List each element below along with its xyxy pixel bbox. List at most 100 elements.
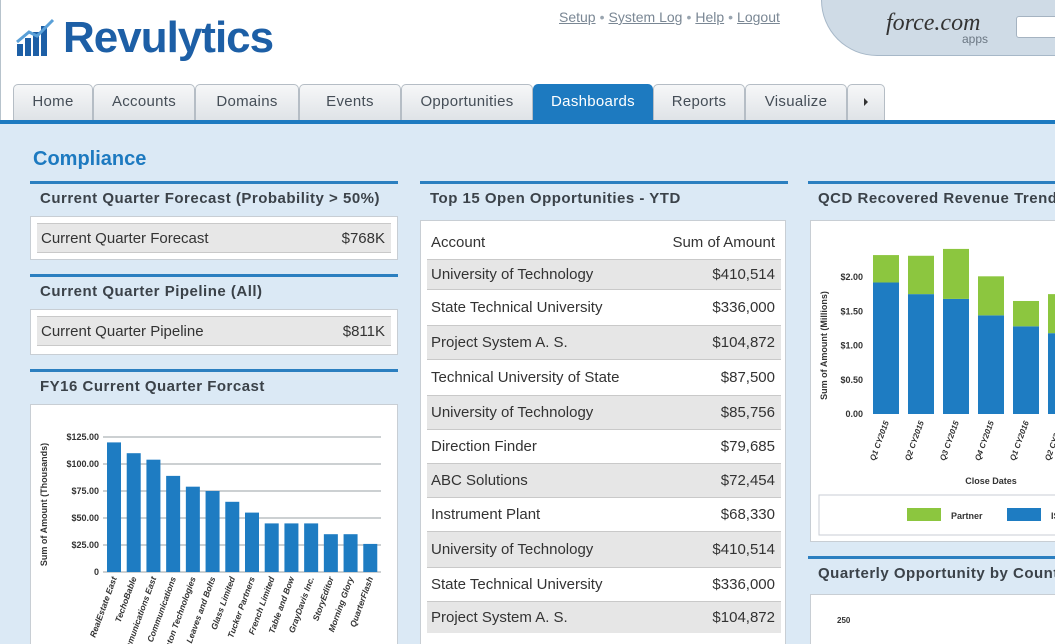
- bar-segment[interactable]: [873, 282, 899, 414]
- bar[interactable]: [126, 453, 141, 572]
- x-tick-label: Q4 CY2015: [973, 419, 996, 462]
- bar[interactable]: [205, 491, 220, 572]
- logo-bars-icon: [16, 18, 55, 56]
- tab-home[interactable]: Home: [13, 84, 93, 120]
- table-row[interactable]: State Technical University $336,000: [427, 567, 781, 601]
- dashboard-body: Compliance Current Quarter Forecast (Pro…: [0, 124, 1055, 644]
- revulytics-logo[interactable]: Revulytics: [15, 12, 274, 64]
- account-cell[interactable]: Technical University of State: [431, 369, 620, 386]
- app-picker-box[interactable]: [1016, 16, 1055, 38]
- bar[interactable]: [107, 442, 121, 572]
- setup-link[interactable]: Setup: [559, 9, 596, 25]
- table-row[interactable]: Direction Finder $79,685: [427, 429, 781, 463]
- tab-bar: Home Accounts Domains Events Opportuniti…: [0, 84, 1055, 124]
- account-cell[interactable]: Instrument Plant: [431, 506, 541, 523]
- tab-opportunities[interactable]: Opportunities: [401, 84, 533, 120]
- link-separator: •: [728, 9, 734, 25]
- bar[interactable]: [185, 486, 200, 572]
- y-axis-label: Sum of Amount (Thousands): [39, 443, 49, 566]
- account-cell[interactable]: Project System A. S.: [431, 334, 568, 351]
- logout-link[interactable]: Logout: [737, 9, 780, 25]
- table-row[interactable]: State Technical University $336,000: [427, 289, 781, 325]
- legend-swatch: [1007, 508, 1041, 521]
- account-cell[interactable]: Direction Finder: [431, 438, 537, 455]
- account-cell[interactable]: ABC Solutions: [431, 472, 528, 489]
- table-row[interactable]: Instrument Plant $68,330: [427, 497, 781, 531]
- legend-label: Partner: [951, 511, 983, 521]
- bar[interactable]: [264, 523, 279, 572]
- table-row[interactable]: ABC Solutions $72,454: [427, 463, 781, 497]
- bar[interactable]: [343, 534, 358, 572]
- y-tick-label: 0: [94, 567, 99, 577]
- quarterly-chart-panel[interactable]: 250: [810, 594, 1055, 644]
- account-cell[interactable]: Project System A. S.: [431, 609, 568, 626]
- table-row[interactable]: Project System A. S. $104,872: [427, 601, 781, 633]
- tab-domains[interactable]: Domains: [195, 84, 299, 120]
- y-tick-label: $25.00: [71, 540, 99, 550]
- bar[interactable]: [323, 534, 338, 572]
- top15-title: Top 15 Open Opportunities - YTD: [420, 181, 788, 213]
- bar[interactable]: [166, 475, 181, 572]
- bar-segment[interactable]: [1013, 300, 1039, 327]
- tab-visualize[interactable]: Visualize: [745, 84, 847, 120]
- y-axis-label: Sum of Amount (Millions): [819, 291, 829, 400]
- bar-segment[interactable]: [1048, 333, 1055, 414]
- bar[interactable]: [304, 523, 319, 572]
- quarterly-title: Quarterly Opportunity by Country: [808, 556, 1055, 588]
- qcd-chart-panel[interactable]: $2.00 $1.50 $1.00 $0.50 0.00 Sum of Amount (M…: [810, 220, 1055, 542]
- account-cell[interactable]: University of Technology: [431, 404, 594, 421]
- account-cell[interactable]: University of Technology: [431, 541, 594, 558]
- y-tick-label: $50.00: [71, 513, 99, 523]
- account-cell[interactable]: State Technical University: [431, 576, 603, 593]
- table-row[interactable]: Technical University of State $87,500: [427, 359, 781, 395]
- pipeline-metric[interactable]: Current Quarter Pipeline $811K: [37, 316, 391, 346]
- bar-segment[interactable]: [978, 276, 1004, 316]
- forecast-label: Current Quarter Forecast: [41, 230, 209, 247]
- column-header-amount: Sum of Amount: [672, 234, 775, 251]
- qcd-stacked-chart[interactable]: $2.00 $1.50 $1.00 $0.50 0.00 Sum of Amount (M…: [811, 221, 1055, 541]
- forecast-metric[interactable]: Current Quarter Forecast $768K: [37, 223, 391, 253]
- table-row[interactable]: University of Technology $410,514: [427, 531, 781, 567]
- tab-events[interactable]: Events: [299, 84, 401, 120]
- bar-segment[interactable]: [873, 255, 899, 283]
- bar-segment[interactable]: [1013, 326, 1039, 414]
- forecast-value: $768K: [341, 230, 385, 247]
- more-tabs-button[interactable]: [847, 84, 885, 120]
- bar[interactable]: [284, 523, 299, 572]
- amount-cell: $87,500: [720, 369, 775, 386]
- fy16-bar-chart[interactable]: $125.00 $100.00 $75.00 $50.00 $25.00 0 Sum of …: [31, 405, 397, 644]
- table-row[interactable]: University of Technology $410,514: [427, 259, 781, 289]
- bar[interactable]: [245, 512, 259, 572]
- bar[interactable]: [363, 543, 378, 572]
- y-tick-label: $1.50: [840, 306, 863, 316]
- page-title: Compliance: [33, 148, 147, 170]
- x-tick-label: Q2 CY2015: [903, 419, 926, 462]
- table-row[interactable]: University of Technology $85,756: [427, 395, 781, 429]
- y-tick-label: $100.00: [66, 459, 99, 469]
- fy16-chart-panel[interactable]: $125.00 $100.00 $75.00 $50.00 $25.00 0 Sum of …: [30, 404, 398, 644]
- bar-segment[interactable]: [943, 298, 969, 414]
- system-log-link[interactable]: System Log: [608, 9, 683, 25]
- tab-reports[interactable]: Reports: [653, 84, 745, 120]
- bar-segment[interactable]: [1048, 294, 1055, 334]
- force-app-menu[interactable]: force.com apps: [821, 0, 1055, 56]
- amount-cell: $336,000: [712, 576, 775, 593]
- bar[interactable]: [225, 501, 240, 572]
- quarterly-chart[interactable]: 250: [811, 595, 1055, 644]
- x-tick-label: Q2 CY2016: [1043, 419, 1055, 462]
- help-link[interactable]: Help: [695, 9, 725, 25]
- account-cell[interactable]: University of Technology: [431, 266, 594, 283]
- bar-segment[interactable]: [978, 315, 1004, 414]
- bar-segment[interactable]: [908, 294, 934, 414]
- bar[interactable]: [146, 459, 161, 572]
- top15-panel: Account Sum of Amount University of Techno…: [420, 220, 786, 644]
- tab-accounts[interactable]: Accounts: [93, 84, 195, 120]
- forecast-panel: Current Quarter Forecast $768K: [30, 216, 398, 260]
- tab-dashboards[interactable]: Dashboards: [533, 84, 653, 120]
- bar-segment[interactable]: [943, 248, 969, 299]
- account-cell[interactable]: State Technical University: [431, 299, 603, 316]
- table-row[interactable]: Project System A. S. $104,872: [427, 325, 781, 359]
- pipeline-title: Current Quarter Pipeline (All): [30, 274, 398, 306]
- y-tick-label: 250: [837, 616, 851, 625]
- bar-segment[interactable]: [908, 255, 934, 295]
